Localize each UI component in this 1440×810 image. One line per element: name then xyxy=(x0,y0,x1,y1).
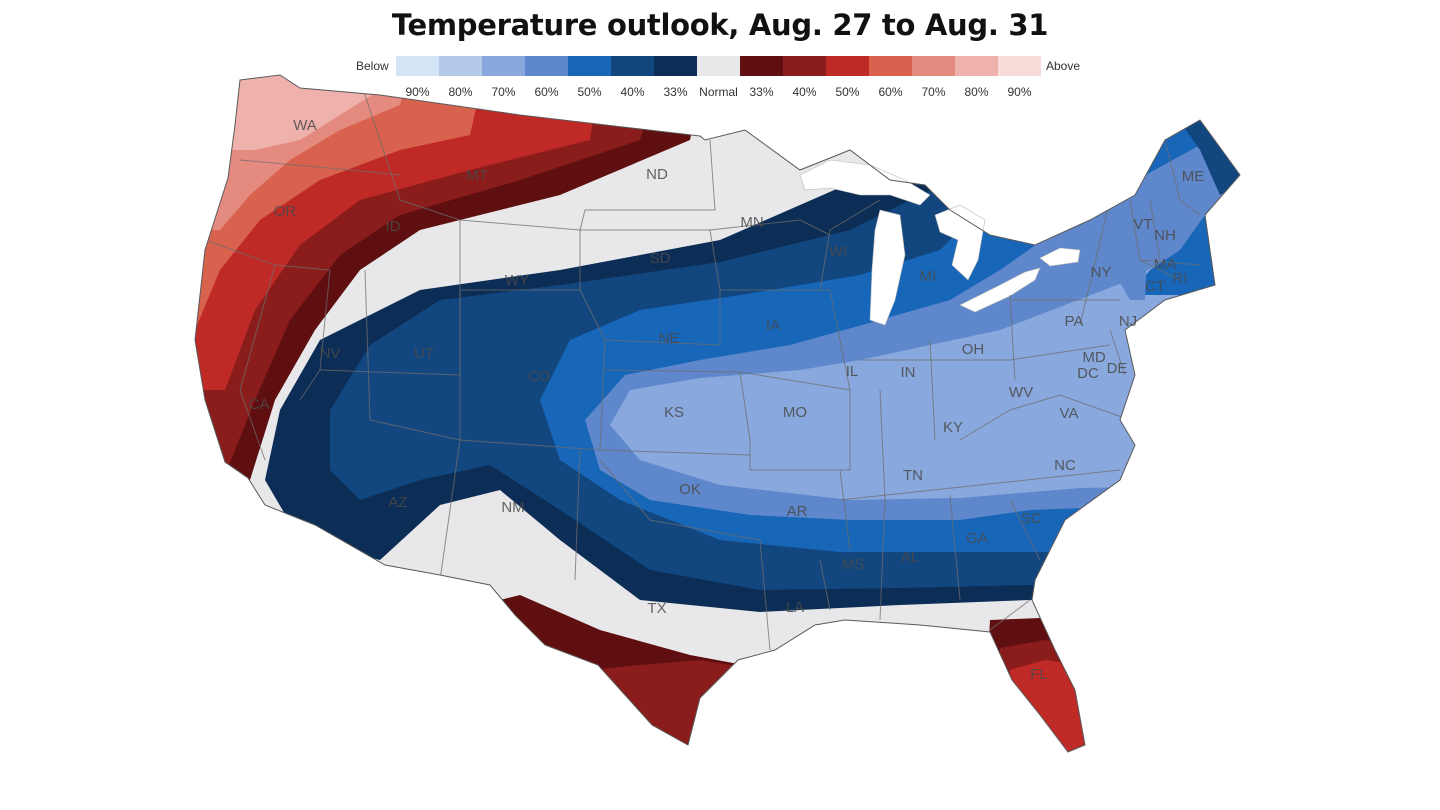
state-label-fl: FL xyxy=(1030,666,1048,683)
legend-swatch-label: 40% xyxy=(620,85,645,99)
state-label-pa: PA xyxy=(1065,313,1084,330)
legend-swatch xyxy=(568,56,611,76)
legend-swatch xyxy=(869,56,912,76)
state-borders xyxy=(204,79,1201,651)
legend-swatch-label: 40% xyxy=(792,85,817,99)
state-label-ga: GA xyxy=(966,530,988,547)
state-label-tx: TX xyxy=(647,600,666,617)
legend-swatch-label: 90% xyxy=(1007,85,1032,99)
state-label-ne: NE xyxy=(659,330,680,347)
legend-swatch-label: 50% xyxy=(835,85,860,99)
state-label-dc: DC xyxy=(1077,365,1099,382)
lake-ontario xyxy=(1039,247,1081,267)
legend-above-label: Above xyxy=(1046,59,1081,73)
state-label-ok: OK xyxy=(679,481,701,498)
legend-swatch xyxy=(654,56,697,76)
legend-swatch xyxy=(998,56,1041,76)
lake-michigan xyxy=(869,209,906,326)
state-label-ri: RI xyxy=(1173,270,1188,287)
state-label-ms: MS xyxy=(842,556,865,573)
state-label-id: ID xyxy=(386,218,401,235)
legend-swatch xyxy=(482,56,525,76)
state-label-nv: NV xyxy=(320,345,341,362)
state-label-wi: WI xyxy=(829,243,847,260)
legend-swatch xyxy=(955,56,998,76)
state-label-mi: MI xyxy=(920,268,937,285)
legend-swatch xyxy=(697,56,740,76)
state-label-nj: NJ xyxy=(1119,313,1137,330)
state-label-va: VA xyxy=(1060,405,1079,422)
legend-swatch-label: 80% xyxy=(964,85,989,99)
state-label-sc: SC xyxy=(1021,510,1042,527)
legend-swatch xyxy=(525,56,568,76)
legend-swatch-label: 33% xyxy=(663,85,688,99)
state-label-wy: WY xyxy=(505,272,529,289)
state-label-sd: SD xyxy=(650,250,671,267)
legend-swatch-label: Normal xyxy=(699,85,738,99)
state-labels: WA OR MT ND MN ME ID SD WI VT NH WY MI N… xyxy=(249,117,1205,683)
band-above-40-texas xyxy=(560,660,760,752)
band-above-80 xyxy=(195,75,390,150)
state-label-ny: NY xyxy=(1091,264,1112,281)
state-label-nd: ND xyxy=(646,166,668,183)
legend-swatch-label: 70% xyxy=(921,85,946,99)
state-label-oh: OH xyxy=(962,341,985,358)
state-label-wa: WA xyxy=(293,117,317,134)
legend-swatch xyxy=(740,56,783,76)
state-label-ar: AR xyxy=(787,503,808,520)
state-label-ut: UT xyxy=(414,345,434,362)
legend-below-label: Below xyxy=(356,59,389,73)
legend-swatch-label: 33% xyxy=(749,85,774,99)
legend-swatch-label: 60% xyxy=(534,85,559,99)
legend-swatch-label: 80% xyxy=(448,85,473,99)
legend-swatch xyxy=(396,56,439,76)
state-label-nh: NH xyxy=(1154,227,1176,244)
state-label-tn: TN xyxy=(903,467,923,484)
state-label-al: AL xyxy=(901,549,919,566)
lake-erie xyxy=(959,267,1041,313)
legend-swatch xyxy=(439,56,482,76)
state-label-ks: KS xyxy=(664,404,684,421)
state-label-az: AZ xyxy=(388,494,407,511)
map-title: Temperature outlook, Aug. 27 to Aug. 31 xyxy=(391,8,1049,42)
band-below-70 xyxy=(610,75,1240,500)
state-label-md: MD xyxy=(1082,349,1105,366)
us-outline xyxy=(194,74,1241,753)
state-label-nm: NM xyxy=(501,499,524,516)
legend-swatch xyxy=(611,56,654,76)
state-label-ca: CA xyxy=(249,396,270,413)
legend-swatch-label: 70% xyxy=(491,85,516,99)
state-label-la: LA xyxy=(786,599,804,616)
legend-swatch xyxy=(912,56,955,76)
great-lakes xyxy=(799,159,1081,326)
state-label-mt: MT xyxy=(466,167,488,184)
state-label-mn: MN xyxy=(740,214,763,231)
state-label-il: IL xyxy=(846,363,859,380)
state-label-de: DE xyxy=(1107,360,1128,377)
state-label-ky: KY xyxy=(943,419,963,436)
state-label-in: IN xyxy=(901,364,916,381)
state-label-me: ME xyxy=(1182,168,1205,185)
legend-swatch xyxy=(826,56,869,76)
legend-swatch-label: 50% xyxy=(577,85,602,99)
legend-swatch xyxy=(783,56,826,76)
state-label-or: OR xyxy=(274,203,297,220)
state-label-vt: VT xyxy=(1133,216,1152,233)
state-label-mo: MO xyxy=(783,404,807,421)
lake-superior xyxy=(799,159,931,206)
state-label-ct: CT xyxy=(1145,278,1165,295)
state-label-ma: MA xyxy=(1154,256,1177,273)
legend-swatch-label: 90% xyxy=(405,85,430,99)
legend: Below Above 90% 80% 70% 60% 50% 40% 33% … xyxy=(340,56,1100,106)
state-label-ia: IA xyxy=(766,317,780,334)
state-label-nc: NC xyxy=(1054,457,1076,474)
state-label-wv: WV xyxy=(1009,384,1033,401)
legend-swatch-label: 60% xyxy=(878,85,903,99)
state-label-co: CO xyxy=(528,368,551,385)
